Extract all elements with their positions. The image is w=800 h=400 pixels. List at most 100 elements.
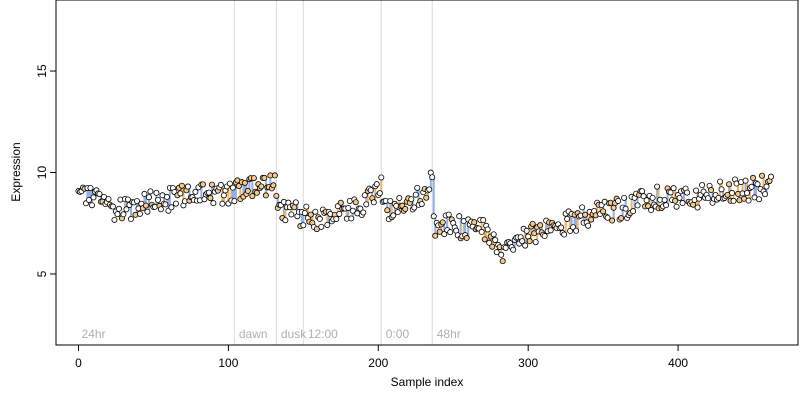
data-point <box>376 190 383 197</box>
data-point <box>402 205 409 212</box>
plot-frame <box>55 0 799 346</box>
data-point <box>604 214 611 221</box>
data-point <box>244 187 251 194</box>
data-point <box>127 216 134 223</box>
y-tick-label: 5 <box>35 270 49 277</box>
data-point <box>88 202 95 209</box>
data-point <box>522 242 529 249</box>
data-point <box>456 213 463 220</box>
data-point <box>729 189 736 196</box>
data-point <box>414 184 421 191</box>
data-point <box>291 204 298 211</box>
data-point <box>618 215 625 222</box>
data-point <box>588 216 595 223</box>
y-tick-label: 15 <box>35 64 49 78</box>
data-point <box>547 227 554 234</box>
data-point <box>759 172 766 179</box>
data-point <box>639 188 646 195</box>
data-point <box>441 231 448 238</box>
data-point <box>742 177 749 184</box>
data-point <box>489 243 496 250</box>
data-point <box>390 212 397 219</box>
data-point <box>502 244 509 251</box>
data-point <box>670 185 677 192</box>
data-point <box>349 207 356 214</box>
data-point <box>352 199 359 206</box>
data-point <box>579 204 586 211</box>
x-tick-label: 300 <box>518 356 538 370</box>
region-label: dawn <box>239 327 268 341</box>
data-point <box>177 190 184 197</box>
data-point <box>684 189 691 196</box>
data-point <box>622 205 629 212</box>
data-point <box>357 205 364 212</box>
data-point <box>478 228 485 235</box>
data-point <box>241 179 248 186</box>
data-point <box>481 236 488 243</box>
data-point <box>673 203 680 210</box>
data-point <box>615 197 622 204</box>
data-point <box>324 221 331 228</box>
data-point <box>157 206 164 213</box>
data-point <box>498 251 505 258</box>
data-point <box>201 196 208 203</box>
data-point <box>490 231 497 238</box>
data-point <box>142 202 149 209</box>
data-point <box>492 236 499 243</box>
data-point <box>207 195 214 202</box>
data-point <box>220 192 227 199</box>
data-point <box>384 207 391 214</box>
data-point <box>253 189 260 196</box>
data-point <box>378 174 385 181</box>
data-point <box>337 199 344 206</box>
data-point <box>429 174 436 181</box>
data-point <box>133 198 140 205</box>
data-point <box>750 174 757 181</box>
data-point <box>312 208 319 215</box>
data-point <box>754 181 761 188</box>
data-point <box>717 178 724 185</box>
data-point <box>226 180 233 187</box>
data-point <box>529 220 536 227</box>
data-point <box>640 193 647 200</box>
data-point <box>573 227 580 234</box>
data-point <box>318 223 325 230</box>
data-points <box>75 169 775 265</box>
data-point <box>205 189 212 196</box>
data-point <box>430 213 437 220</box>
data-point <box>217 181 224 188</box>
data-point <box>168 204 175 211</box>
data-point <box>480 217 487 224</box>
data-point <box>447 229 454 236</box>
data-point <box>667 189 674 196</box>
data-point <box>199 181 206 188</box>
data-point <box>744 189 751 196</box>
data-point <box>153 189 160 196</box>
data-point <box>178 182 185 189</box>
data-point <box>123 206 130 213</box>
data-point <box>645 202 652 209</box>
x-tick-label: 200 <box>368 356 388 370</box>
data-point <box>85 196 92 203</box>
y-axis-label: Expression <box>9 142 23 201</box>
data-point <box>763 183 770 190</box>
region-label: dusk <box>281 327 307 341</box>
region-dividers <box>233 0 433 345</box>
data-point <box>90 194 97 201</box>
data-point <box>288 211 295 218</box>
data-point <box>537 222 544 229</box>
data-point <box>654 183 661 190</box>
region-labels: 24hr dawn dusk 12:00 0:00 48hr <box>81 327 460 341</box>
data-point <box>250 175 257 182</box>
data-point <box>705 195 712 202</box>
data-point <box>360 209 367 216</box>
data-point <box>499 258 506 265</box>
data-point <box>756 196 763 203</box>
data-point <box>231 198 238 205</box>
data-point <box>541 233 548 240</box>
data-point <box>270 182 277 189</box>
data-point <box>394 209 401 216</box>
data-point <box>748 183 755 190</box>
data-point <box>144 208 151 215</box>
data-point <box>649 194 656 201</box>
